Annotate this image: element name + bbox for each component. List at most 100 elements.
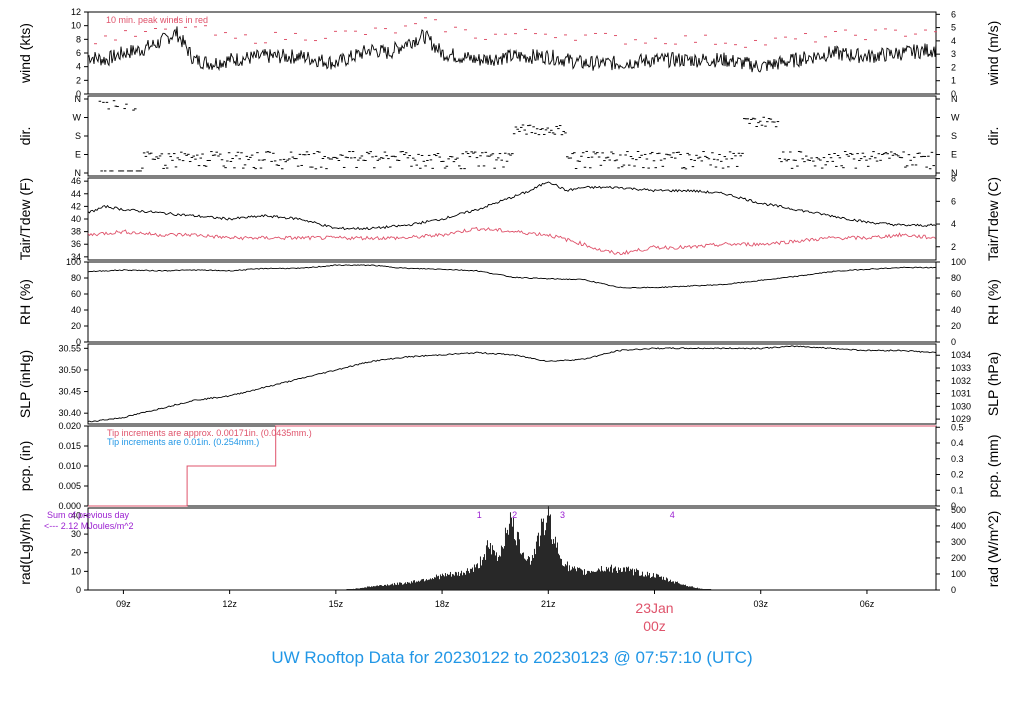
dir-left-tick-label: W	[73, 113, 82, 123]
rad-left-tick-label: 40	[71, 510, 81, 520]
rh-right-tick-label: 0	[951, 337, 956, 347]
x-tick-label: 09z	[116, 599, 131, 609]
rh-left-tick-label: 100	[66, 257, 81, 267]
temp-right-tick-label: 2	[951, 242, 956, 252]
dir-right-tick-label: W	[951, 113, 960, 123]
rad-right-tick-label: 0	[951, 585, 956, 595]
wind-right-axis-label: wind (m/s)	[985, 21, 1001, 87]
slp-right-tick-label: 1030	[951, 401, 971, 411]
wind-left-tick-label: 6	[76, 48, 81, 58]
wind-right-tick-label: 6	[951, 9, 956, 19]
pcp-right-axis-label: pcp. (mm)	[985, 435, 1001, 498]
pcp-left-tick-label: 0.015	[58, 441, 81, 451]
air-temperature-line	[87, 181, 936, 231]
slp-left-axis-label: SLP (inHg)	[17, 350, 33, 418]
pcp-right-tick-label: 0	[951, 501, 956, 511]
slp-left-tick-label: 30.50	[58, 365, 81, 375]
temp-right-tick-label: 4	[951, 219, 956, 229]
x-tick-label: 15z	[329, 599, 344, 609]
wind-right-tick-label: 5	[951, 23, 956, 33]
pcp-right-tick-label: 0.2	[951, 470, 964, 480]
temp-left-tick-label: 42	[71, 201, 81, 211]
rh-right-tick-label: 60	[951, 289, 961, 299]
dir-left-tick-label: N	[75, 168, 82, 178]
slp-right-tick-label: 1034	[951, 350, 971, 360]
temp-left-tick-label: 38	[71, 227, 81, 237]
dir-left-tick-label: S	[75, 131, 81, 141]
slp-right-axis-label: SLP (hPa)	[985, 352, 1001, 416]
wind-left-tick-label: 8	[76, 34, 81, 44]
pcp-left-tick-label: 0.020	[58, 421, 81, 431]
sea-level-pressure-line	[87, 345, 936, 423]
x-date-sublabel: 00z	[643, 618, 666, 634]
rh-left-tick-label: 20	[71, 321, 81, 331]
rh-left-axis-label: RH (%)	[17, 279, 33, 325]
wind-right-tick-label: 0	[951, 89, 956, 99]
pcp-right-tick-label: 0.5	[951, 422, 964, 432]
pcp-right-tick-label: 0.4	[951, 438, 964, 448]
rad-left-tick-label: 0	[76, 585, 81, 595]
wind-right-tick-label: 3	[951, 49, 956, 59]
slp-right-tick-label: 1032	[951, 376, 971, 386]
x-tick-label: 12z	[222, 599, 237, 609]
wind-right-tick-label: 4	[951, 36, 956, 46]
temp-left-tick-label: 44	[71, 189, 81, 199]
x-date-label: 23Jan	[635, 600, 673, 616]
slp-panel-frame	[87, 343, 937, 425]
rad-marker-4: 4	[670, 510, 675, 520]
rh-right-axis-label: RH (%)	[985, 279, 1001, 325]
temp-left-tick-label: 46	[71, 176, 81, 186]
precipitation-step-line	[88, 425, 936, 507]
wind-left-tick-label: 10	[71, 21, 81, 31]
pcp-left-tick-label: 0.005	[58, 481, 81, 491]
temp-left-tick-label: 36	[71, 239, 81, 249]
dew-point-line	[87, 226, 936, 256]
rad-left-tick-label: 10	[71, 566, 81, 576]
pcp-note-blue: Tip increments are 0.01in. (0.254mm.)	[107, 437, 259, 447]
rad-left-tick-label: 20	[71, 548, 81, 558]
pcp-note-red: Tip increments are approx. 0.00171in. (0…	[107, 428, 312, 438]
slp-right-tick-label: 1031	[951, 389, 971, 399]
pcp-right-tick-label: 0.3	[951, 454, 964, 464]
dir-left-tick-label: E	[75, 150, 81, 160]
wind-right-tick-label: 2	[951, 62, 956, 72]
wind-left-tick-label: 4	[76, 62, 81, 72]
rh-right-tick-label: 20	[951, 321, 961, 331]
rad-marker-1: 1	[477, 510, 482, 520]
dir-left-axis-label: dir.	[17, 127, 33, 146]
dir-right-tick-label: E	[951, 150, 957, 160]
temp-right-tick-label: 6	[951, 196, 956, 206]
dir-panel-frame	[87, 95, 937, 177]
pcp-right-tick-label: 0.1	[951, 485, 964, 495]
dir-right-tick-label: N	[951, 94, 958, 104]
rh-left-tick-label: 80	[71, 273, 81, 283]
rad-note-line1: Sum of previous day	[47, 510, 130, 520]
dir-right-tick-label: N	[951, 168, 958, 178]
dir-left-tick-label: N	[75, 94, 82, 104]
slp-left-tick-label: 30.55	[58, 343, 81, 353]
relative-humidity-line	[87, 264, 936, 289]
rh-right-tick-label: 80	[951, 273, 961, 283]
slp-left-tick-label: 30.45	[58, 387, 81, 397]
slp-left-tick-label: 30.40	[58, 408, 81, 418]
rad-right-tick-label: 100	[951, 569, 966, 579]
rh-left-tick-label: 60	[71, 289, 81, 299]
temp-panel-frame	[87, 177, 937, 261]
rad-left-axis-label: rad(Lgly/hr)	[17, 513, 33, 585]
rad-note-line2: <--- 2.12 MJoules/m^2	[44, 521, 134, 531]
rad-marker-2: 2	[512, 510, 517, 520]
wind-panel-frame	[87, 11, 937, 95]
wind-right-tick-label: 1	[951, 76, 956, 86]
rh-right-tick-label: 40	[951, 305, 961, 315]
chart-title: UW Rooftop Data for 20230122 to 20230123…	[271, 648, 753, 667]
pcp-left-tick-label: 0.010	[58, 461, 81, 471]
temp-right-tick-label: 8	[951, 174, 956, 184]
temp-left-tick-label: 34	[71, 252, 81, 262]
wind-speed-line	[87, 26, 937, 73]
rad-right-tick-label: 400	[951, 521, 966, 531]
pcp-left-axis-label: pcp. (in)	[17, 441, 33, 492]
wind-left-tick-label: 2	[76, 75, 81, 85]
rad-right-axis-label: rad (W/m^2)	[985, 511, 1001, 588]
peak-wind-note: 10 min. peak winds in red	[106, 15, 208, 25]
temp-left-axis-label: Tair/Tdew (F)	[17, 178, 33, 260]
